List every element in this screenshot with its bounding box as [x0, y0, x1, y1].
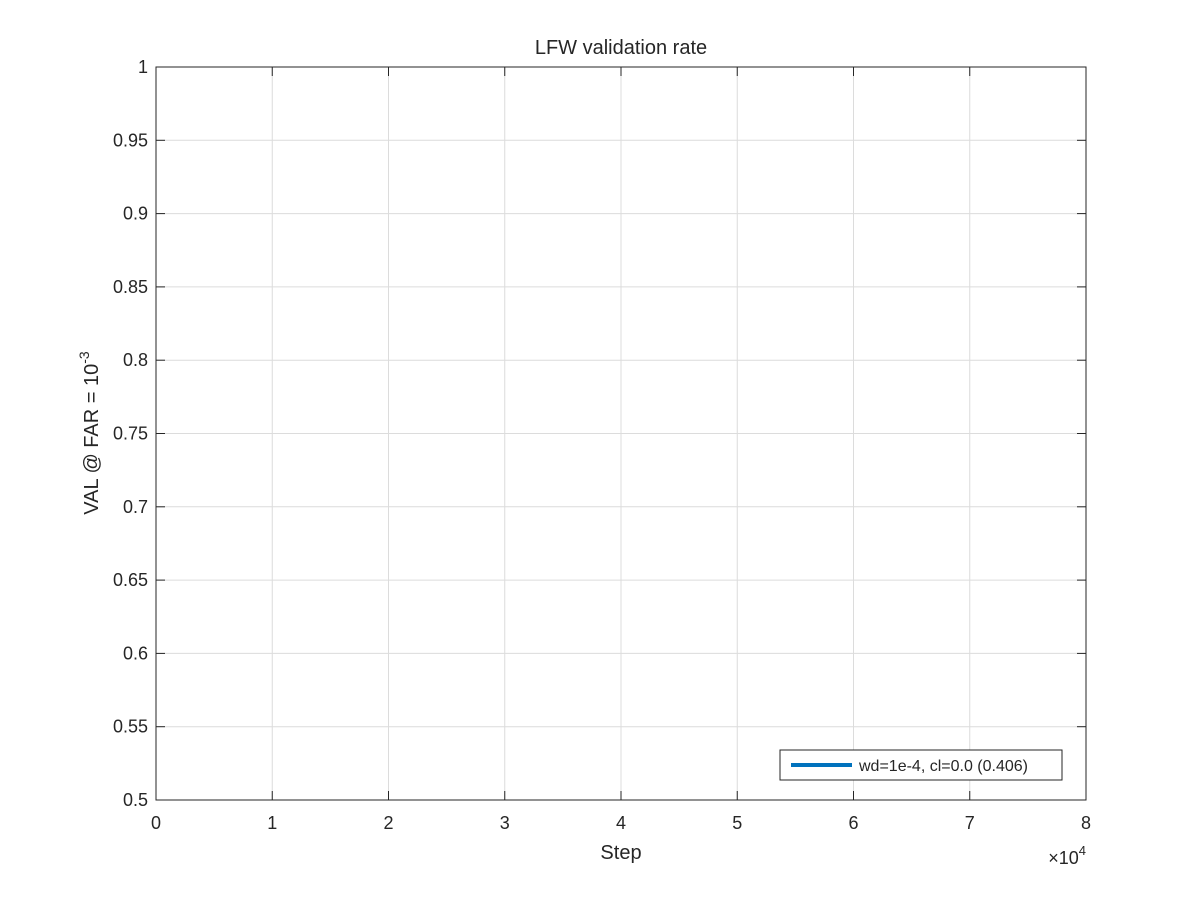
y-axis-label-exponent: -3 [76, 351, 92, 364]
x-axis-label: Step [600, 842, 641, 864]
x-tick-label: 7 [965, 813, 975, 833]
y-tick-label: 0.5 [123, 790, 148, 810]
y-tick-label: 0.8 [123, 350, 148, 370]
y-axis-label-base: VAL @ FAR = 10 [81, 364, 103, 515]
y-tick-label: 1 [138, 57, 148, 77]
x-tick-label: 3 [500, 813, 510, 833]
y-tick-label: 0.95 [113, 130, 148, 150]
x-exponent-base: ×10 [1048, 848, 1079, 868]
y-tick-label: 0.65 [113, 570, 148, 590]
x-tick-label: 6 [848, 813, 858, 833]
legend: wd=1e-4, cl=0.0 (0.406) [779, 749, 1063, 781]
x-tick-label: 5 [732, 813, 742, 833]
x-tick-label: 2 [383, 813, 393, 833]
x-tick-label: 8 [1081, 813, 1091, 833]
y-axis-label: VAL @ FAR = 10-3 [76, 351, 103, 515]
x-tick-label: 1 [267, 813, 277, 833]
grid-lines [155, 66, 1087, 801]
y-tick-label: 0.75 [113, 424, 148, 444]
x-exponent-power: 4 [1079, 843, 1086, 858]
legend-entry-label: wd=1e-4, cl=0.0 (0.406) [858, 758, 1028, 775]
y-tick-label: 0.85 [113, 277, 148, 297]
y-axis-ticks: 0.5 0.55 0.6 0.65 0.7 0.75 0.8 0.85 0.9 0.95 1 [113, 57, 1086, 810]
y-tick-label: 0.6 [123, 643, 148, 663]
x-tick-label: 4 [616, 813, 626, 833]
x-axis-ticks: 0 1 2 3 4 5 6 7 8 [151, 67, 1091, 833]
x-exponent-label: ×104 [1048, 843, 1086, 868]
chart-title: LFW validation rate [535, 37, 707, 59]
y-tick-label: 0.55 [113, 717, 148, 737]
y-tick-label: 0.9 [123, 204, 148, 224]
x-tick-label: 0 [151, 813, 161, 833]
y-tick-label: 0.7 [123, 497, 148, 517]
